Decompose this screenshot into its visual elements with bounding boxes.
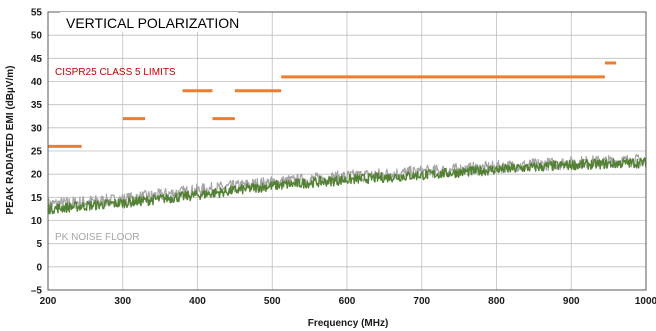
x-tick-label: 700 [413, 296, 430, 307]
x-tick-label: 200 [40, 296, 57, 307]
x-tick-labels: 200 300 400 500 600 700 800 900 1000 [40, 296, 656, 307]
traces [47, 153, 647, 215]
limit-lines [48, 61, 617, 148]
x-tick-label: 300 [114, 296, 131, 307]
plot-frame [47, 11, 647, 291]
y-tick-label: 15 [31, 193, 43, 204]
x-tick-label: 1000 [635, 296, 656, 307]
noise-floor-label: PK NOISE FLOOR [55, 232, 139, 243]
y-tick-label: 20 [31, 170, 43, 181]
x-tick-label: 600 [339, 296, 356, 307]
y-tick-label: 45 [31, 54, 43, 65]
x-tick-label: 900 [563, 296, 580, 307]
x-tick-label: 400 [189, 296, 206, 307]
y-tick-label: –5 [31, 286, 43, 297]
y-tick-label: 30 [31, 123, 43, 134]
x-tick-label: 500 [264, 296, 281, 307]
y-tick-label: 35 [31, 100, 43, 111]
series-measured-emi [47, 157, 647, 215]
y-tick-label: 55 [31, 8, 43, 19]
y-tick-label: 10 [31, 216, 43, 227]
chart-title: VERTICAL POLARIZATION [66, 15, 239, 31]
y-tick-label: 40 [31, 77, 43, 88]
x-axis-title: Frequency (MHz) [308, 318, 389, 329]
y-tick-label: 25 [31, 147, 43, 158]
y-tick-label: 0 [36, 262, 42, 273]
y-tick-label: 50 [31, 31, 43, 42]
y-tick-labels: –5 0 5 10 15 20 25 30 35 40 45 50 55 [31, 8, 43, 297]
y-axis-title: PEAK RADIATED EMI (dBµV/m) [5, 66, 16, 215]
y-tick-label: 5 [36, 239, 42, 250]
x-tick-label: 800 [488, 296, 505, 307]
title-box [60, 12, 238, 32]
limits-label: CISPR25 CLASS 5 LIMITS [55, 67, 176, 78]
